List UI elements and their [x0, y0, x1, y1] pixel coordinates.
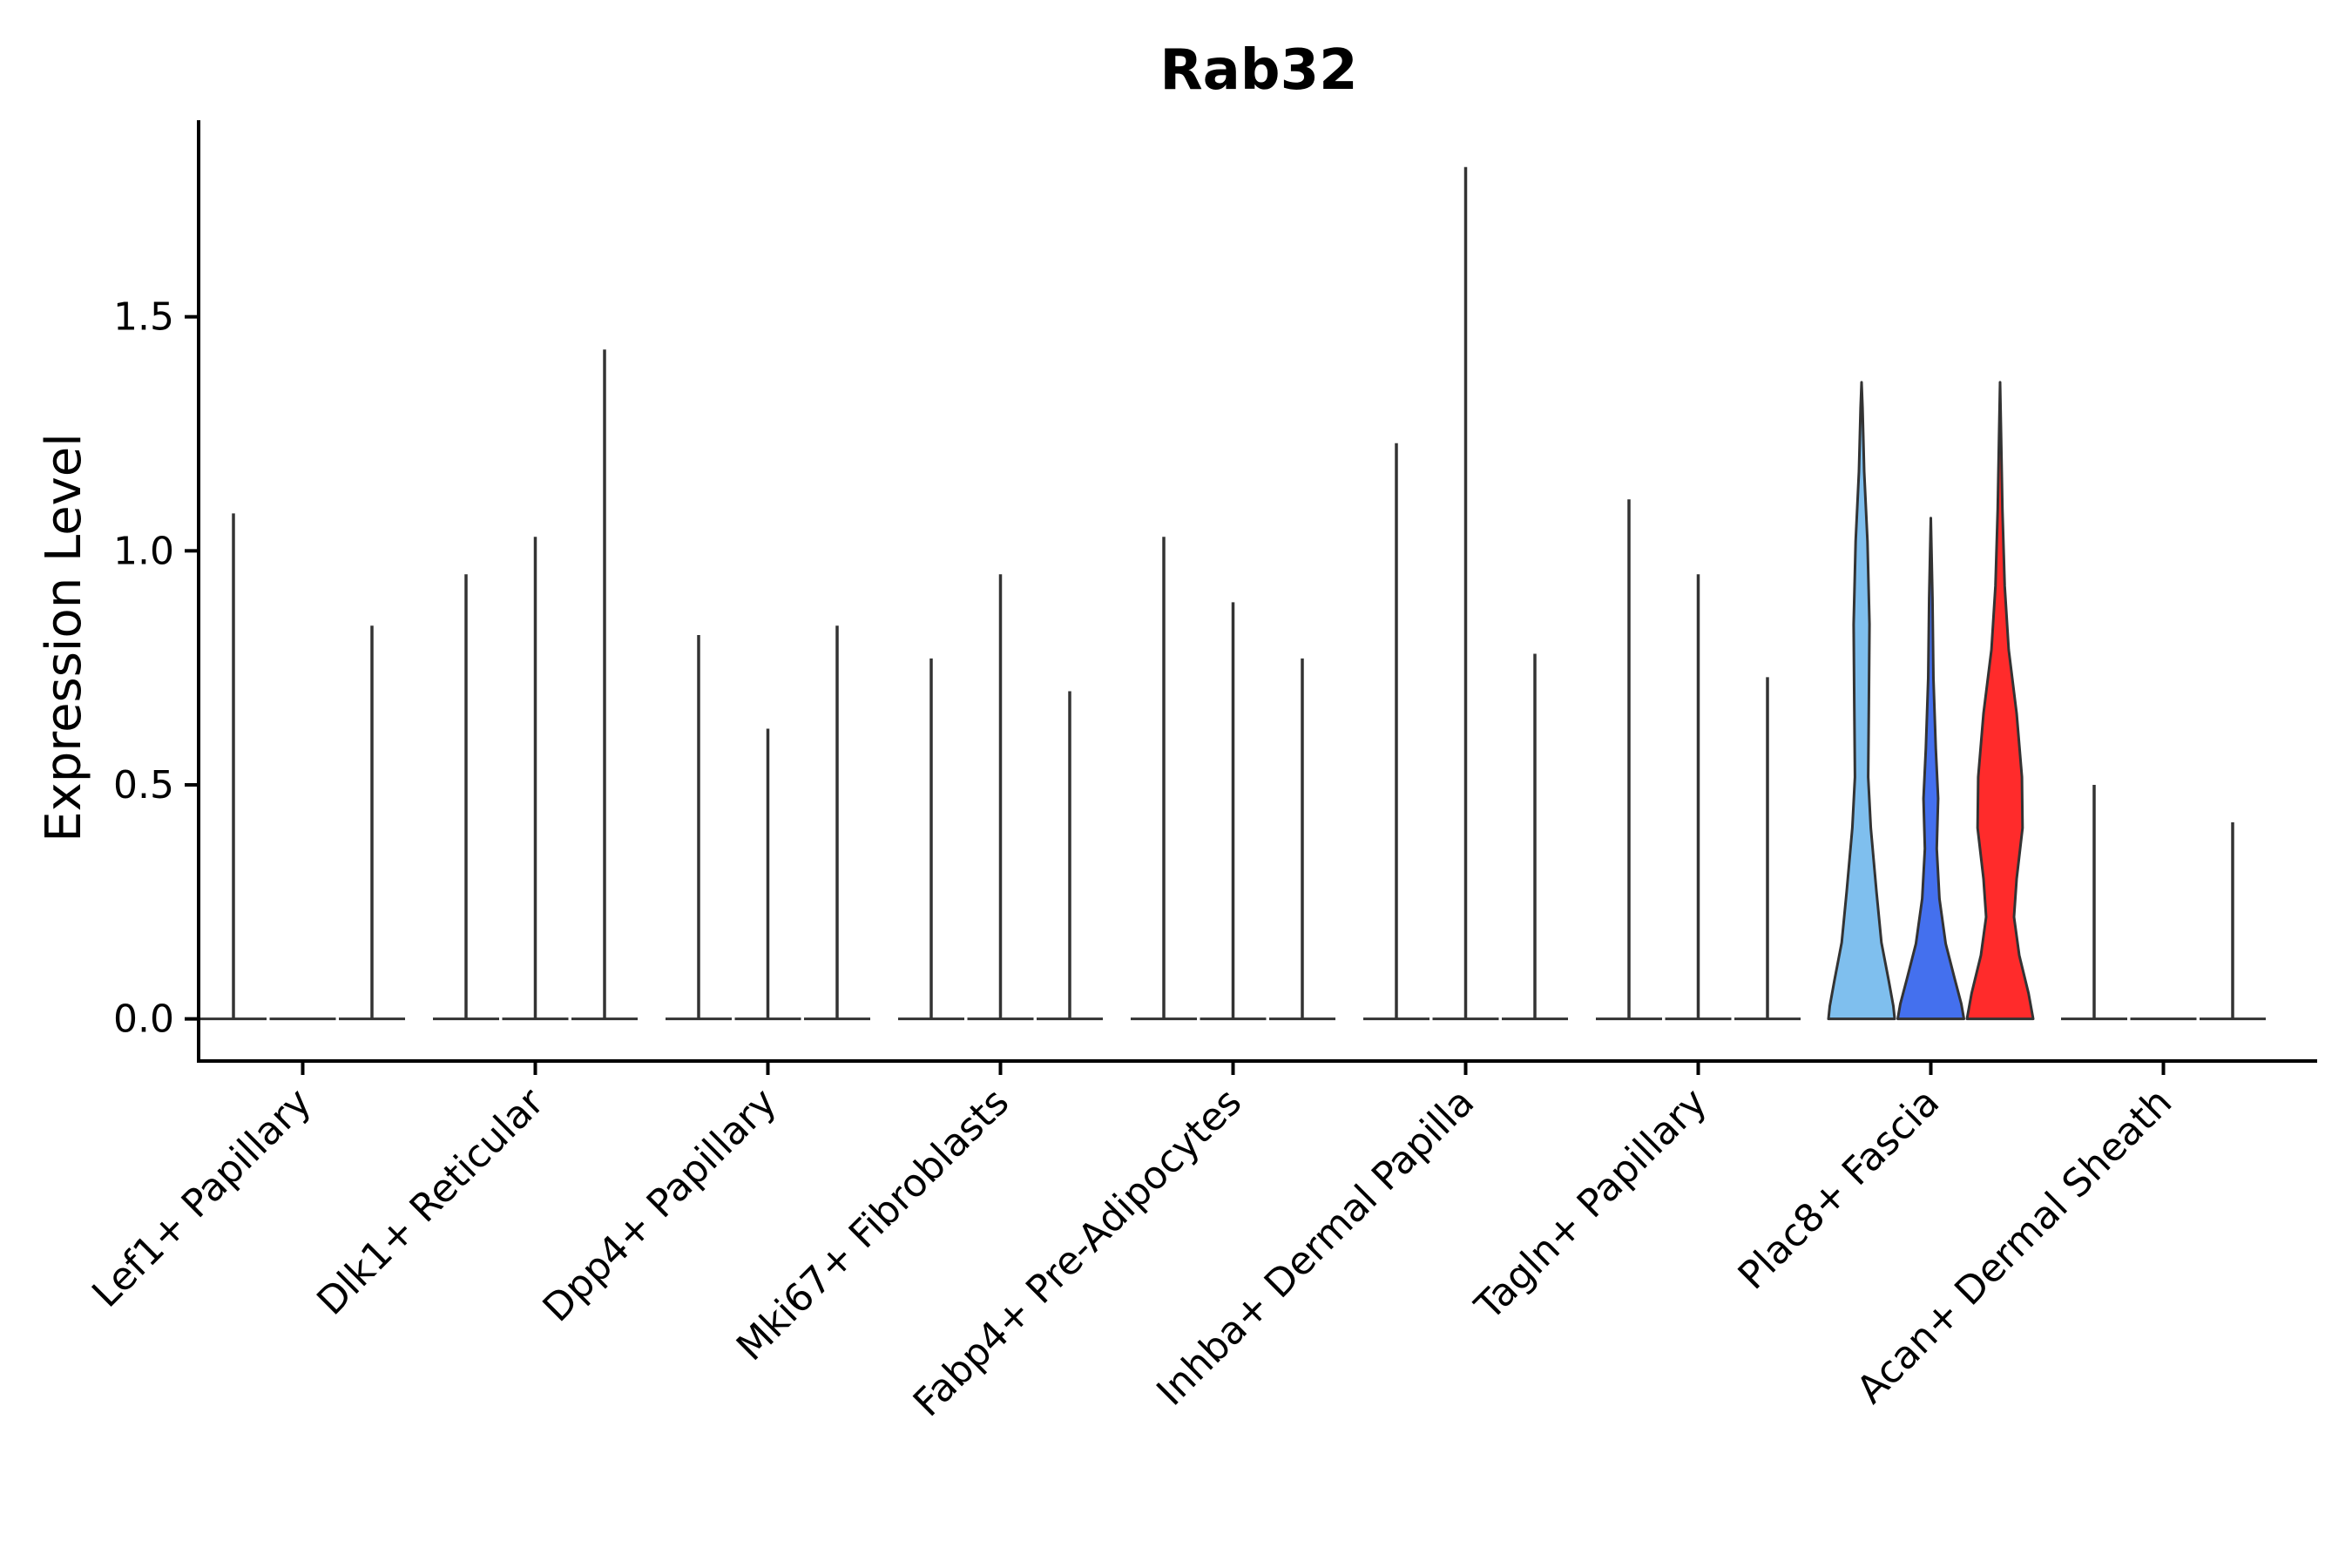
x-tick-label-7: Tagln+ Papillary: [1466, 1080, 1715, 1329]
violin-layer: [200, 166, 2266, 1021]
violin-8-2: [1896, 517, 1965, 1021]
violin-8-1: [1827, 381, 1896, 1021]
y-tick-label-2: 0.5: [113, 763, 174, 808]
x-tick-label-1: Lef1+ Papillary: [84, 1080, 320, 1316]
y-tick-label-3: 1.0: [113, 529, 174, 573]
violin-8-3: [1965, 381, 2035, 1021]
y-axis-label: Expression Level: [36, 433, 92, 842]
y-tick-label-4: 1.5: [113, 295, 174, 340]
x-tick-label-3: Dpp4+ Papillary: [535, 1080, 786, 1331]
y-axis: 0.0 0.5 1.0 1.5: [113, 120, 200, 1063]
x-tick-label-2: Dlk1+ Reticular: [308, 1079, 553, 1324]
chart-title: Rab32: [1159, 38, 1357, 103]
y-tick-label-1: 0.0: [113, 997, 174, 1042]
x-tick-label-8: Plac8+ Fascia: [1730, 1080, 1949, 1299]
